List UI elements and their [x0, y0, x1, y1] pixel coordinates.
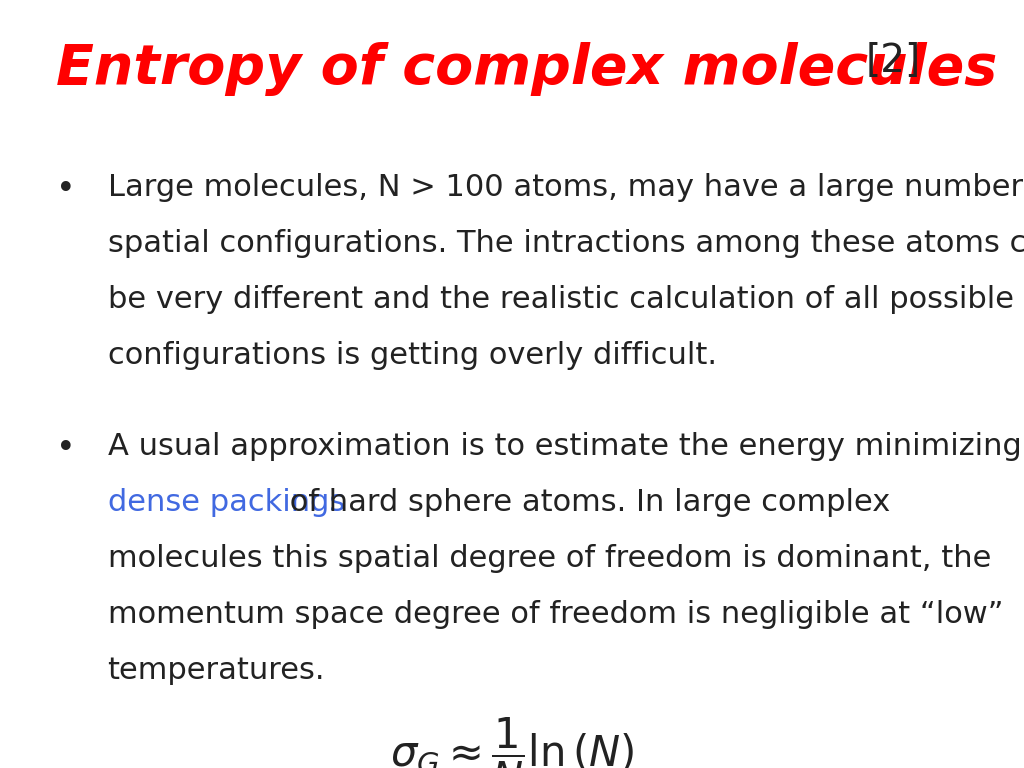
Text: configurations is getting overly difficult.: configurations is getting overly difficu…: [108, 341, 717, 370]
Text: temperatures.: temperatures.: [108, 656, 325, 685]
Text: Entropy of complex molecules: Entropy of complex molecules: [56, 42, 997, 96]
Text: •: •: [56, 173, 76, 206]
Text: •: •: [56, 432, 76, 465]
Text: dense packings: dense packings: [108, 488, 345, 517]
Text: A usual approximation is to estimate the energy minimizing: A usual approximation is to estimate the…: [108, 432, 1021, 461]
Text: $\sigma_G \approx \dfrac{1}{N} \ln \left( N \right)$: $\sigma_G \approx \dfrac{1}{N} \ln \left…: [390, 716, 634, 768]
Text: [2]: [2]: [865, 42, 921, 80]
Text: momentum space degree of freedom is negligible at “low”: momentum space degree of freedom is negl…: [108, 600, 1004, 629]
Text: molecules this spatial degree of freedom is dominant, the: molecules this spatial degree of freedom…: [108, 544, 991, 573]
Text: spatial configurations. The intractions among these atoms can: spatial configurations. The intractions …: [108, 229, 1024, 258]
Text: be very different and the realistic calculation of all possible: be very different and the realistic calc…: [108, 285, 1014, 314]
Text: Large molecules, N > 100 atoms, may have a large number of: Large molecules, N > 100 atoms, may have…: [108, 173, 1024, 202]
Text: of hard sphere atoms. In large complex: of hard sphere atoms. In large complex: [280, 488, 890, 517]
